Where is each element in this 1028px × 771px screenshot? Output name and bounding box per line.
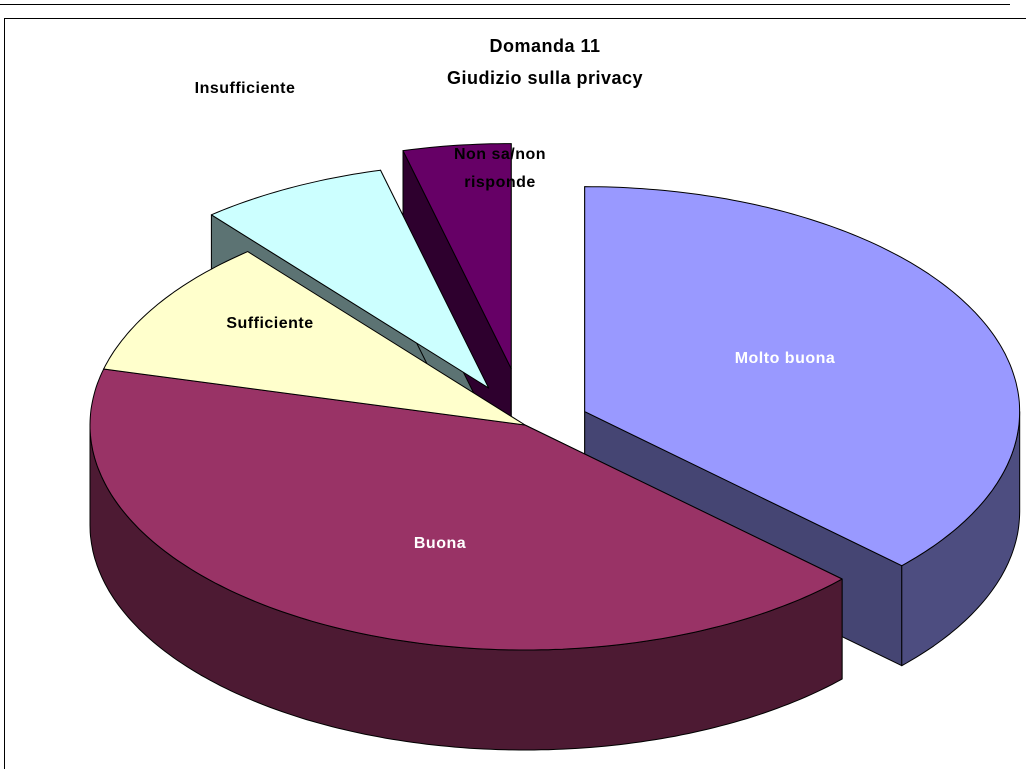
chart-frame <box>4 18 1026 769</box>
slice-label: Sufficiente <box>226 315 314 332</box>
slice <box>89 368 843 651</box>
slice <box>210 169 490 389</box>
chart-title: Domanda 11 <box>489 36 601 56</box>
slice <box>584 186 1021 567</box>
slice-label: Insufficiente <box>194 80 296 97</box>
slice-label: Molto buona <box>734 350 836 367</box>
slice-label: Non sa/non risponde <box>453 146 547 191</box>
slice <box>103 251 526 426</box>
slice <box>402 143 512 370</box>
top-rule <box>0 4 1010 5</box>
slice-label: Buona <box>413 535 467 552</box>
chart-subtitle: Giudizio sulla privacy <box>446 68 644 88</box>
